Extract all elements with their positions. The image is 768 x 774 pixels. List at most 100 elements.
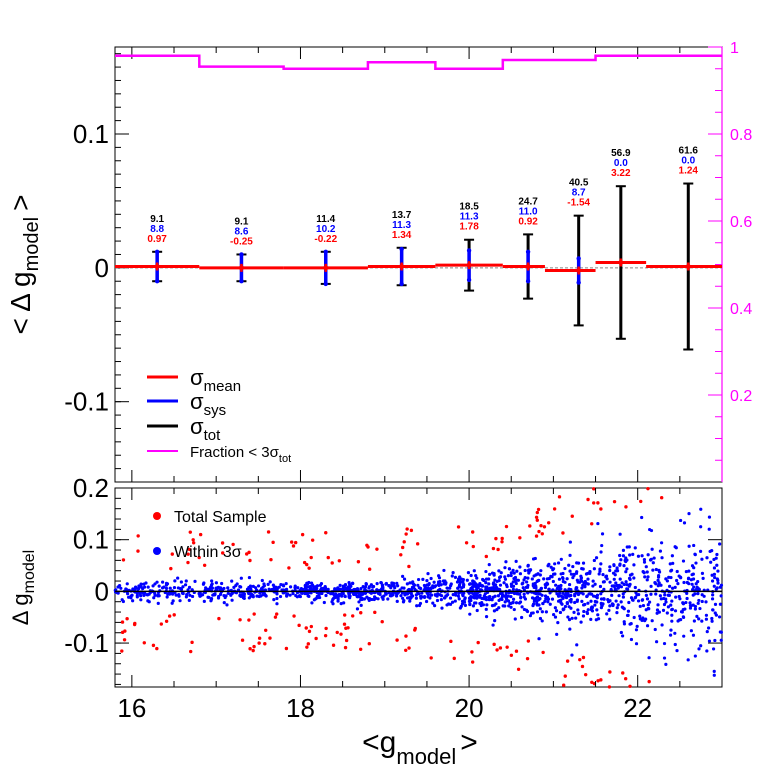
scatter-point-blue — [692, 619, 696, 623]
scatter-point-red — [399, 553, 403, 557]
scatter-point-blue — [193, 579, 197, 584]
scatter-point-blue — [569, 572, 573, 576]
scatter-point-blue — [719, 583, 724, 587]
scatter-point-blue — [636, 599, 641, 603]
scatter-point-blue — [493, 578, 497, 582]
scatter-point-blue — [560, 575, 565, 580]
scatter-point-blue — [579, 620, 583, 624]
scatter-point-red — [504, 524, 509, 529]
scatter-point-blue — [589, 617, 593, 621]
scatter-point-blue — [433, 593, 437, 597]
scatter-point-red — [344, 638, 349, 643]
scatter-point-blue — [396, 584, 400, 588]
scatter-point-blue — [568, 598, 572, 603]
scatter-point-blue — [528, 614, 533, 618]
scatter-point-blue — [648, 558, 653, 562]
scatter-point-red — [492, 642, 496, 647]
scatter-point-blue — [277, 585, 281, 589]
scatter-point-blue — [547, 576, 551, 581]
scatter-point-blue — [357, 600, 361, 604]
scatter-point-blue — [555, 632, 559, 636]
scatter-point-blue — [259, 594, 263, 598]
bottom-y-axis-label-sub: model — [21, 550, 38, 594]
scatter-point-blue — [596, 521, 600, 526]
scatter-point-red — [639, 499, 643, 504]
scatter-point-blue — [602, 587, 606, 591]
scatter-point-blue — [401, 596, 405, 600]
scatter-point-red — [452, 656, 456, 661]
scatter-point-blue — [522, 592, 526, 596]
scatter-point-blue — [660, 623, 664, 627]
scatter-point-blue — [568, 540, 572, 544]
scatter-point-red — [535, 518, 539, 522]
scatter-point-blue — [599, 597, 604, 601]
scatter-point-blue — [592, 567, 596, 571]
scatter-point-blue — [681, 601, 685, 605]
scatter-point-blue — [654, 567, 658, 572]
scatter-point-red — [628, 684, 632, 688]
scatter-point-red — [197, 555, 201, 560]
scatter-point-blue — [433, 604, 437, 608]
scatter-point-blue — [262, 582, 266, 586]
bin-label-sys: 11.3 — [460, 212, 479, 223]
scatter-point-blue — [710, 597, 715, 601]
scatter-point-blue — [463, 603, 468, 607]
scatter-point-red — [155, 646, 159, 651]
scatter-point-blue — [248, 584, 253, 588]
scatter-point-blue — [588, 570, 592, 574]
scatter-point-blue — [374, 596, 378, 600]
scatter-point-blue — [556, 561, 561, 565]
scatter-point-blue — [506, 599, 511, 603]
scatter-point-blue — [591, 584, 595, 588]
scatter-point-red — [505, 645, 509, 649]
scatter-point-blue — [273, 585, 277, 589]
scatter-point-blue — [336, 586, 340, 590]
scatter-point-blue — [439, 598, 443, 602]
scatter-point-blue — [298, 594, 302, 599]
scatter-point-blue — [417, 592, 421, 596]
scatter-point-blue — [217, 594, 221, 599]
scatter-point-blue — [581, 567, 585, 571]
scatter-point-blue — [567, 587, 571, 591]
scatter-point-blue — [719, 594, 723, 598]
scatter-point-blue — [426, 583, 430, 587]
scatter-point-blue — [633, 546, 637, 550]
scatter-point-blue — [146, 585, 150, 589]
scatter-point-blue — [540, 619, 544, 623]
scatter-point-blue — [379, 580, 383, 585]
scatter-point-blue — [564, 596, 569, 600]
scatter-point-red — [590, 522, 594, 526]
scatter-point-blue — [536, 572, 540, 576]
scatter-point-red — [518, 536, 522, 540]
scatter-point-red — [561, 683, 566, 687]
scatter-point-blue — [230, 579, 234, 583]
scatter-point-blue — [467, 591, 471, 595]
scatter-point-blue — [586, 577, 590, 581]
scatter-point-red — [309, 555, 313, 560]
scatter-point-blue — [511, 587, 515, 591]
bin-label-tot: 9.1 — [150, 214, 164, 225]
scatter-point-blue — [453, 575, 458, 579]
scatter-point-blue — [567, 605, 571, 609]
scatter-point-blue — [444, 594, 448, 598]
scatter-point-blue — [502, 594, 506, 598]
scatter-point-blue — [712, 572, 717, 576]
right-axis-tick-label: 0.6 — [730, 214, 752, 231]
scatter-point-red — [136, 549, 140, 553]
bin-group-4: 13.711.31.34 — [367, 210, 436, 287]
scatter-point-blue — [493, 619, 497, 623]
bin-label-sys: 0.0 — [681, 156, 695, 167]
scatter-point-blue — [655, 611, 659, 615]
scatter-point-red — [271, 540, 275, 545]
scatter-point-red — [342, 622, 347, 626]
scatter-point-blue — [451, 571, 455, 575]
scatter-point-blue — [440, 606, 444, 610]
top-y-axis-label-main: < Δ g — [5, 271, 36, 334]
scatter-point-blue — [622, 620, 626, 624]
scatter-point-blue — [661, 608, 666, 612]
scatter-point-blue — [615, 569, 620, 573]
scatter-point-blue — [645, 597, 650, 601]
scatter-point-blue — [408, 581, 412, 585]
scatter-point-blue — [417, 586, 421, 590]
